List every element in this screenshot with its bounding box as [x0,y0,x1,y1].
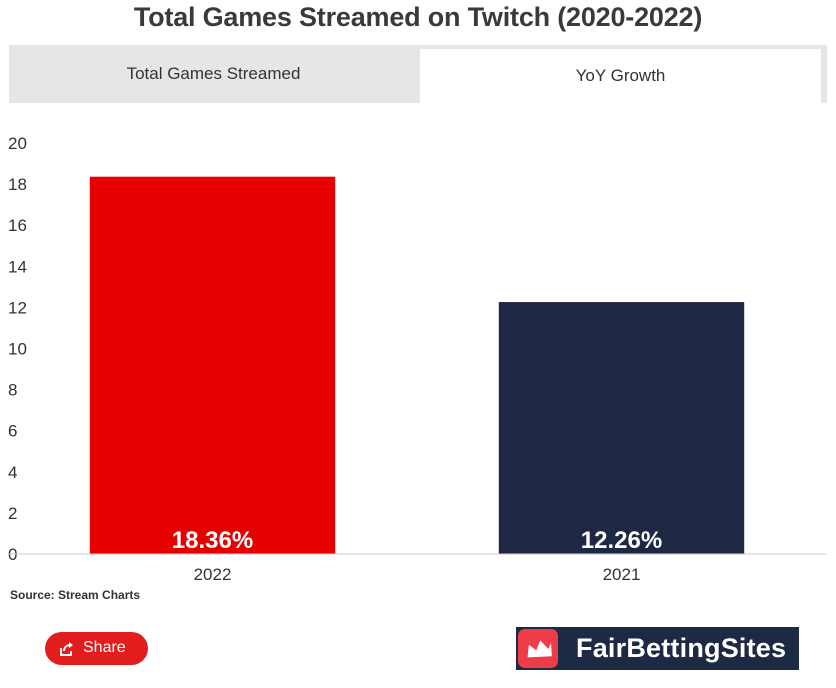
share-icon [60,642,73,656]
data-label-2021: 12.26% [581,527,662,554]
y-tick-label: 12 [8,298,27,317]
y-tick-label: 2 [8,504,17,523]
chart-title: Total Games Streamed on Twitch (2020-202… [133,2,703,32]
bars: 18.36% 12.26% [89,176,745,554]
x-tick-label: 2022 [194,565,232,584]
y-tick-label: 4 [8,463,17,482]
data-label-2022: 18.36% [172,527,253,554]
y-tick-label: 10 [8,340,27,359]
tab-yoy-growth[interactable]: YoY Growth [420,49,821,103]
tab-bar: Total Games Streamed YoY Growth [9,45,827,103]
y-tick-label: 16 [8,216,27,235]
tab-total-games-streamed[interactable]: Total Games Streamed [9,45,418,103]
bar-2021[interactable] [498,302,745,554]
bar-2022[interactable] [89,176,336,554]
y-tick-label: 18 [8,175,27,194]
y-tick-label: 8 [8,381,17,400]
y-tick-label: 14 [8,257,27,276]
x-axis-ticks: 2022 2021 [194,565,641,584]
brand-logo[interactable]: FairBettingSites [516,627,799,670]
source-note: Source: Stream Charts [10,588,141,602]
brand-name: FairBettingSites [576,633,787,663]
y-tick-label: 20 [8,134,27,153]
y-tick-label: 6 [8,422,17,441]
x-tick-label: 2021 [603,565,641,584]
share-label: Share [83,639,126,656]
crown-icon [518,629,558,668]
share-button[interactable]: Share [45,632,148,665]
